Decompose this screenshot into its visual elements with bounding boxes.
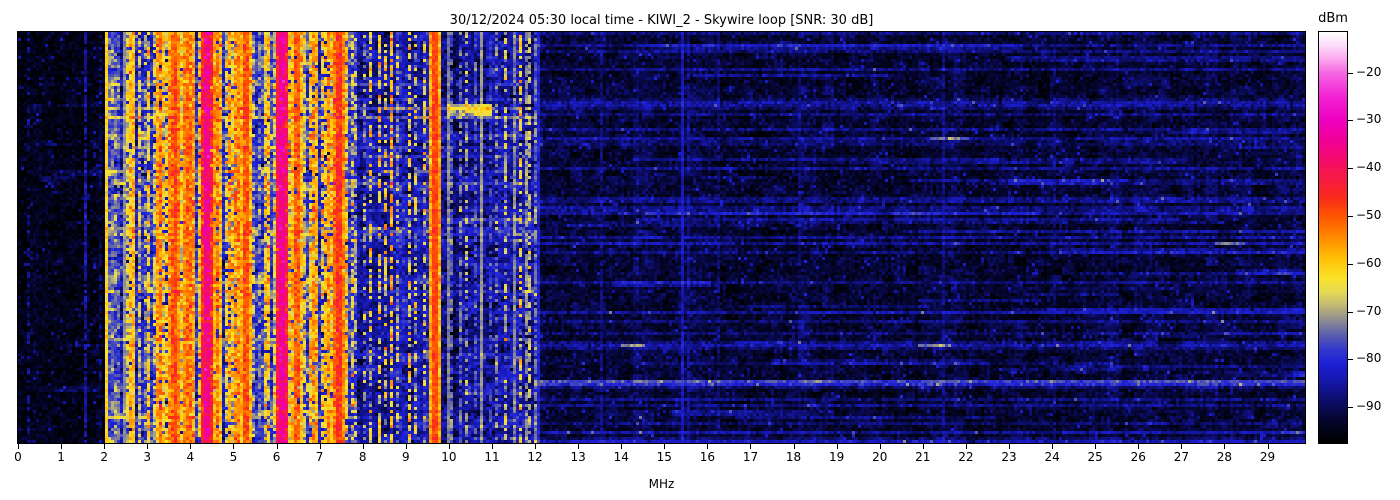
x-tick-mark <box>1224 444 1226 449</box>
x-tick-mark <box>190 444 192 449</box>
spectrogram-canvas <box>18 32 1305 443</box>
x-tick-mark <box>104 444 106 449</box>
x-tick-mark <box>836 444 838 449</box>
x-tick-label: 23 <box>1001 450 1017 464</box>
colorbar-tick-mark <box>1348 120 1353 122</box>
x-tick-label: 9 <box>401 450 410 464</box>
colorbar-tick-label: −80 <box>1356 351 1382 366</box>
colorbar-tick-label: −70 <box>1356 303 1382 318</box>
x-tick-mark <box>965 444 967 449</box>
colorbar-tick-label: −40 <box>1356 160 1382 175</box>
x-tick-mark <box>535 444 537 449</box>
x-tick-label: 12 <box>527 450 543 464</box>
x-axis-label: MHz <box>648 477 675 491</box>
x-tick-label: 0 <box>14 450 22 464</box>
x-tick-label: 24 <box>1044 450 1060 464</box>
x-tick-label: 4 <box>186 450 195 464</box>
x-tick-mark <box>1095 444 1097 449</box>
x-tick-mark <box>18 444 19 449</box>
x-tick-label: 20 <box>872 450 888 464</box>
x-tick-label: 21 <box>915 450 931 464</box>
x-tick-mark <box>233 444 235 449</box>
x-tick-mark <box>1181 444 1183 449</box>
x-tick-label: 7 <box>315 450 324 464</box>
x-tick-label: 27 <box>1173 450 1189 464</box>
x-tick-mark <box>621 444 623 449</box>
colorbar-tick-mark <box>1348 168 1353 170</box>
x-tick-label: 29 <box>1259 450 1276 464</box>
x-tick-label: 19 <box>829 450 845 464</box>
chart-title: 30/12/2024 05:30 local time - KIWI_2 - S… <box>449 13 874 28</box>
x-tick-mark <box>578 444 580 449</box>
x-tick-mark <box>1052 444 1054 449</box>
colorbar-unit-label: dBm <box>1318 11 1348 26</box>
x-tick-label: 14 <box>613 450 629 464</box>
colorbar-tick-label: −50 <box>1356 207 1382 222</box>
x-tick-label: 6 <box>272 450 281 464</box>
x-tick-label: 16 <box>699 450 716 464</box>
x-tick-mark <box>664 444 666 449</box>
colorbar-tick-mark <box>1348 215 1353 217</box>
colorbar-tick-label: −60 <box>1356 255 1382 270</box>
x-tick-label: 28 <box>1216 450 1233 464</box>
colorbar-tick-label: −30 <box>1356 112 1382 127</box>
x-tick-mark <box>405 444 407 449</box>
x-tick-mark <box>448 444 450 449</box>
colorbar-tick-mark <box>1348 311 1353 313</box>
x-tick-label: 11 <box>484 450 500 464</box>
x-tick-mark <box>1138 444 1140 449</box>
x-tick-mark <box>707 444 709 449</box>
x-tick-mark <box>319 444 321 449</box>
colorbar-canvas <box>1319 32 1347 443</box>
colorbar-tick-label: −20 <box>1356 64 1382 79</box>
x-tick-label: 13 <box>570 450 586 464</box>
x-tick-mark <box>147 444 149 449</box>
x-tick-label: 15 <box>656 450 672 464</box>
x-tick-mark <box>491 444 493 449</box>
plot-area <box>17 31 1306 444</box>
x-tick-mark <box>362 444 364 449</box>
x-tick-mark <box>1008 444 1010 449</box>
x-tick-label: 22 <box>958 450 974 464</box>
colorbar <box>1318 31 1348 444</box>
x-tick-label: 3 <box>143 450 152 464</box>
colorbar-tick-mark <box>1348 72 1353 74</box>
x-tick-mark <box>276 444 278 449</box>
x-tick-mark <box>1267 444 1269 449</box>
x-tick-label: 2 <box>100 450 108 464</box>
x-tick-label: 26 <box>1130 450 1146 464</box>
x-tick-label: 1 <box>57 450 65 464</box>
x-tick-label: 18 <box>785 450 802 464</box>
colorbar-tick-label: −90 <box>1356 399 1382 414</box>
x-tick-label: 25 <box>1087 450 1103 464</box>
x-tick-mark <box>61 444 63 449</box>
x-tick-mark <box>879 444 881 449</box>
x-tick-label: 5 <box>229 450 238 464</box>
colorbar-tick-mark <box>1348 263 1353 265</box>
colorbar-tick-mark <box>1348 359 1353 361</box>
x-tick-label: 10 <box>441 450 457 464</box>
x-tick-mark <box>793 444 795 449</box>
x-tick-label: 8 <box>358 450 367 464</box>
x-tick-label: 17 <box>742 450 759 464</box>
colorbar-tick-mark <box>1348 407 1353 409</box>
x-tick-mark <box>750 444 752 449</box>
x-tick-mark <box>922 444 924 449</box>
